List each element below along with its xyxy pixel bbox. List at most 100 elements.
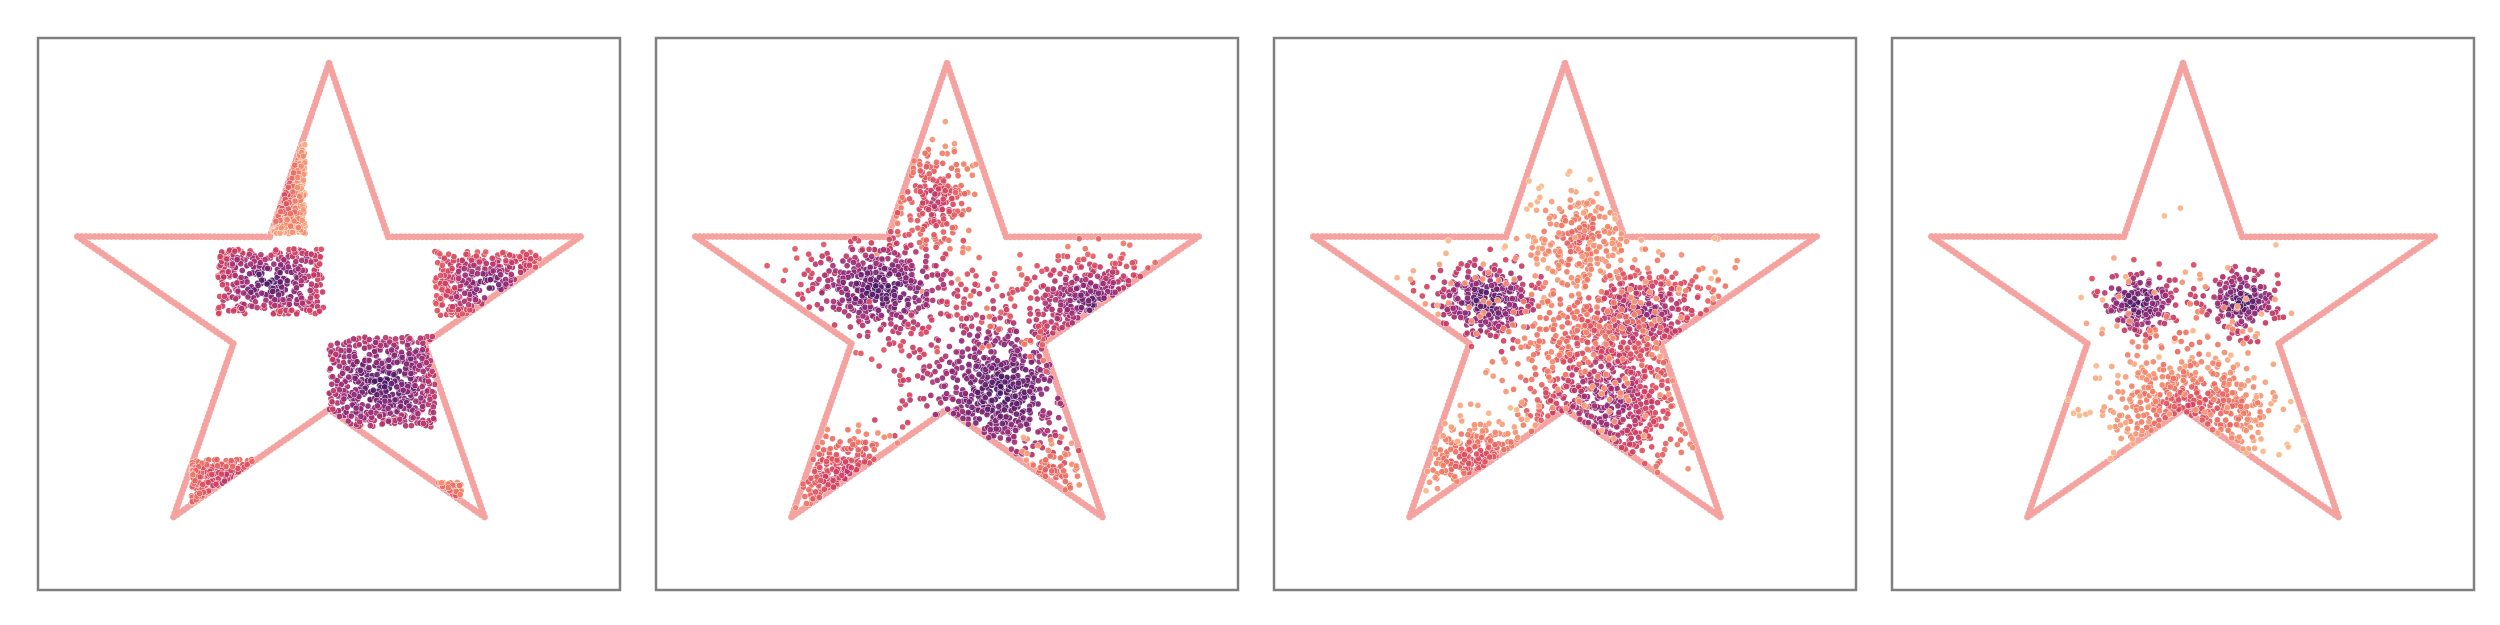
data-point: [329, 356, 337, 363]
data-point: [958, 337, 965, 345]
data-point: [915, 297, 923, 304]
data-point: [263, 280, 271, 288]
data-point: [962, 390, 969, 397]
data-point: [1109, 268, 1117, 276]
data-point: [299, 299, 306, 307]
data-point: [980, 354, 988, 362]
data-point: [933, 158, 940, 166]
data-point: [971, 354, 978, 361]
data-point: [293, 284, 300, 292]
data-point: [1033, 262, 1041, 270]
data-point: [261, 256, 269, 263]
data-point: [1041, 291, 1049, 299]
chart-panel-1: [36, 36, 622, 592]
data-point: [935, 185, 942, 193]
data-point: [832, 468, 840, 476]
data-point: [1008, 445, 1015, 453]
data-point: [818, 289, 826, 297]
data-point: [862, 430, 870, 438]
data-point: [877, 312, 885, 319]
data-point: [880, 433, 888, 441]
data-point: [411, 382, 419, 390]
data-point: [1068, 309, 1076, 317]
data-point: [221, 477, 228, 485]
data-point: [846, 303, 854, 311]
data-point: [257, 251, 265, 259]
data-point: [984, 373, 991, 381]
data-point: [959, 237, 967, 244]
data-point: [448, 265, 456, 273]
data-point: [997, 434, 1004, 442]
data-point: [258, 276, 266, 284]
data-point: [216, 253, 224, 260]
data-point: [1013, 328, 1020, 335]
data-point: [900, 307, 908, 315]
data-point: [815, 450, 823, 458]
data-point: [922, 258, 930, 265]
data-point: [932, 411, 939, 418]
data-point: [526, 261, 533, 269]
data-point: [791, 245, 799, 253]
data-point: [1084, 251, 1092, 258]
data-point: [419, 339, 427, 347]
data-point: [244, 293, 252, 301]
data-point: [1036, 366, 1044, 374]
data-point: [986, 426, 994, 434]
data-point: [886, 270, 894, 278]
data-point: [975, 325, 983, 333]
data-point: [1022, 456, 1030, 464]
data-point: [989, 297, 997, 305]
data-point: [1012, 427, 1020, 434]
data-point: [897, 313, 905, 321]
data-point: [428, 367, 436, 375]
data-point: [196, 490, 203, 497]
data-point: [208, 471, 216, 478]
data-point: [418, 383, 426, 391]
data-point: [908, 271, 916, 278]
data-point: [300, 176, 307, 184]
data-point: [284, 277, 291, 285]
data-point: [223, 285, 231, 293]
data-point: [482, 248, 490, 256]
data-point: [272, 246, 280, 254]
data-point: [978, 408, 986, 416]
data-point: [993, 282, 1000, 290]
data-point: [276, 308, 284, 315]
data-point: [949, 200, 957, 208]
data-point: [925, 206, 932, 213]
panel-frame: [36, 36, 622, 592]
data-point: [223, 255, 231, 263]
data-point: [476, 258, 483, 266]
data-point: [822, 433, 830, 440]
data-point: [1042, 368, 1050, 375]
data-point: [991, 270, 999, 277]
data-point: [372, 339, 380, 346]
data-point: [1027, 337, 1034, 344]
data-point: [916, 354, 923, 361]
data-point: [864, 332, 871, 340]
data-point: [907, 241, 915, 249]
data-point: [1042, 472, 1049, 480]
data-point: [935, 362, 943, 370]
data-point: [294, 265, 302, 273]
data-point: [952, 189, 959, 196]
data-point: [1004, 333, 1012, 340]
data-point: [351, 374, 359, 382]
data-point: [366, 422, 374, 429]
data-point: [1021, 340, 1029, 348]
data-point: [1026, 388, 1034, 395]
data-point: [1044, 447, 1052, 454]
data-point: [906, 396, 914, 404]
data-point: [807, 474, 815, 482]
data-point: [803, 500, 810, 507]
data-point: [291, 197, 299, 205]
data-point: [955, 398, 963, 405]
data-point: [297, 277, 305, 285]
data-point: [373, 391, 381, 399]
data-point: [954, 172, 962, 180]
data-point: [306, 306, 314, 314]
outline-point: [326, 63, 334, 71]
data-point: [886, 340, 893, 348]
data-point: [405, 402, 413, 410]
